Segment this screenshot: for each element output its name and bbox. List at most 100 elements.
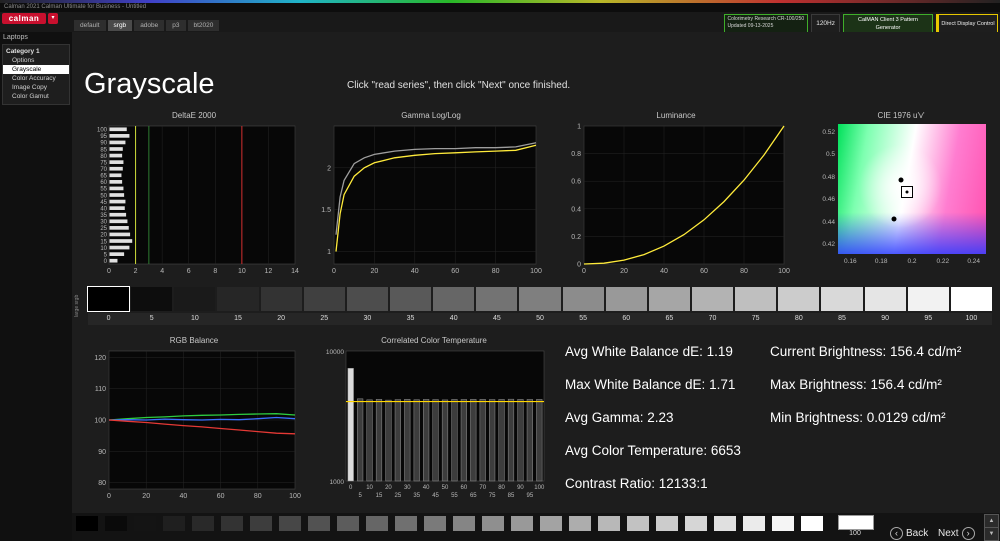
tick-label: 90 xyxy=(100,141,107,147)
strip-label-0: 0 xyxy=(88,313,129,325)
chart-title: DeltaE 2000 xyxy=(85,110,303,122)
logo-menu-button[interactable]: ▾ xyxy=(48,13,58,24)
sidebar-item-grayscale[interactable]: Grayscale xyxy=(3,65,69,74)
tick-label: 40 xyxy=(100,206,107,212)
strip-swatch-30 xyxy=(347,287,388,311)
stat-value: Current Brightness: 156.4 cd/m² xyxy=(770,344,961,359)
strip-label-90: 90 xyxy=(865,313,906,325)
pattern-swatch-24[interactable] xyxy=(250,516,272,531)
tick-label: 30 xyxy=(404,485,411,491)
stat-value: Avg Color Temperature: 6653 xyxy=(565,443,741,458)
pattern-swatch-80[interactable] xyxy=(656,516,678,531)
cie-y-tick: 0.52 xyxy=(812,129,835,136)
cct-bar xyxy=(357,399,363,481)
pattern-swatch-0[interactable] xyxy=(76,516,98,531)
pattern-swatch-4[interactable] xyxy=(105,516,127,531)
pattern-swatch-56[interactable] xyxy=(482,516,504,531)
tick-label: 40 xyxy=(180,493,188,500)
pattern-swatch-32[interactable] xyxy=(308,516,330,531)
deltae-bar xyxy=(110,246,130,250)
tick-label: 1 xyxy=(327,249,331,256)
tab-p3[interactable]: p3 xyxy=(166,20,185,31)
tick-label: 60 xyxy=(700,268,708,275)
pattern-swatch-60[interactable] xyxy=(511,516,533,531)
pattern-swatch-100[interactable] xyxy=(801,516,823,531)
current-pattern-swatch[interactable] xyxy=(838,515,874,530)
pattern-swatch-68[interactable] xyxy=(569,516,591,531)
tick-label: 6 xyxy=(187,268,191,275)
strip-label-95: 95 xyxy=(908,313,949,325)
strip-swatch-95 xyxy=(908,287,949,311)
pattern-swatch-52[interactable] xyxy=(453,516,475,531)
tick-label: 95 xyxy=(527,493,534,499)
strip-label-25: 25 xyxy=(304,313,345,325)
tick-label: 20 xyxy=(100,233,107,239)
calman-logo[interactable]: calman xyxy=(2,13,46,24)
pattern-generator-status[interactable]: CalMAN Client 3 Pattern Generator xyxy=(843,14,933,33)
pattern-swatch-64[interactable] xyxy=(540,516,562,531)
pattern-swatch-72[interactable] xyxy=(598,516,620,531)
pattern-swatch-12[interactable] xyxy=(163,516,185,531)
tick-label: 60 xyxy=(451,268,459,275)
pattern-swatch-40[interactable] xyxy=(366,516,388,531)
cie-y-tick: 0.48 xyxy=(812,174,835,181)
tick-label: 95 xyxy=(100,134,107,140)
tick-label: 10 xyxy=(238,268,246,275)
cct-bar xyxy=(452,399,458,481)
pattern-swatch-8[interactable] xyxy=(134,516,156,531)
tick-label: 35 xyxy=(413,493,420,499)
main-content: Grayscale Click "read series", then clic… xyxy=(72,32,1000,541)
window-title: Calman 2021 Calman Ultimate for Business… xyxy=(4,4,146,10)
pattern-swatch-76[interactable] xyxy=(627,516,649,531)
strip-label-45: 45 xyxy=(476,313,517,325)
tick-label: 10000 xyxy=(326,349,344,356)
pattern-swatch-20[interactable] xyxy=(221,516,243,531)
gamma-chart-panel: Gamma Log/Log 02040608010011.52 xyxy=(318,110,544,280)
deltae-bar xyxy=(110,219,128,223)
cct-bar xyxy=(433,400,439,481)
tick-label: 90 xyxy=(98,449,106,456)
tab-adobe[interactable]: adobe xyxy=(134,20,164,31)
strip-swatch-25 xyxy=(304,287,345,311)
tab-default[interactable]: default xyxy=(74,20,106,31)
pattern-swatch-92[interactable] xyxy=(743,516,765,531)
sidebar-item-options[interactable]: Options xyxy=(3,56,69,65)
pattern-swatch-36[interactable] xyxy=(337,516,359,531)
sidebar-group-category-1[interactable]: Category 1 xyxy=(3,47,69,56)
cct-bar xyxy=(461,399,467,481)
meter-name: Colorimetry Research CR-100/250 xyxy=(728,16,805,23)
pattern-swatch-44[interactable] xyxy=(395,516,417,531)
strip-caption: large srgb xyxy=(74,288,80,324)
workflow-tree: Category 1 OptionsGrayscaleColor Accurac… xyxy=(2,44,70,105)
deltae-bar xyxy=(110,154,123,158)
pattern-swatch-16[interactable] xyxy=(192,516,214,531)
tab-bt2020[interactable]: bt2020 xyxy=(188,20,220,31)
tick-label: 110 xyxy=(95,386,106,393)
sidebar-item-image-copy[interactable]: Image Copy xyxy=(3,83,69,92)
tab-srgb[interactable]: srgb xyxy=(108,20,133,31)
meter-status[interactable]: Colorimetry Research CR-100/250 Updated … xyxy=(724,14,809,33)
strip-swatch-90 xyxy=(865,287,906,311)
tick-label: 55 xyxy=(100,187,107,193)
tick-label: 1.5 xyxy=(321,207,331,214)
pattern-swatch-88[interactable] xyxy=(714,516,736,531)
next-button[interactable]: Next › xyxy=(938,526,975,540)
current-pattern-label: 100 xyxy=(838,530,872,537)
tick-label: 0 xyxy=(107,493,111,500)
refresh-rate[interactable]: 120Hz xyxy=(811,14,840,33)
pattern-swatch-96[interactable] xyxy=(772,516,794,531)
cct-bar xyxy=(508,399,514,481)
scroll-down-button[interactable]: ▼ xyxy=(984,527,999,541)
display-control-status[interactable]: Direct Display Control xyxy=(936,14,998,33)
cct-bar xyxy=(367,400,373,481)
strip-label-60: 60 xyxy=(606,313,647,325)
scroll-up-button[interactable]: ▲ xyxy=(984,514,999,528)
back-button[interactable]: ‹ Back xyxy=(890,526,928,540)
tick-label: 60 xyxy=(100,180,107,186)
cct-bar xyxy=(386,400,392,481)
sidebar-item-color-accuracy[interactable]: Color Accuracy xyxy=(3,74,69,83)
pattern-swatch-84[interactable] xyxy=(685,516,707,531)
pattern-swatch-28[interactable] xyxy=(279,516,301,531)
pattern-swatch-48[interactable] xyxy=(424,516,446,531)
sidebar-item-color-gamut[interactable]: Color Gamut xyxy=(3,92,69,101)
